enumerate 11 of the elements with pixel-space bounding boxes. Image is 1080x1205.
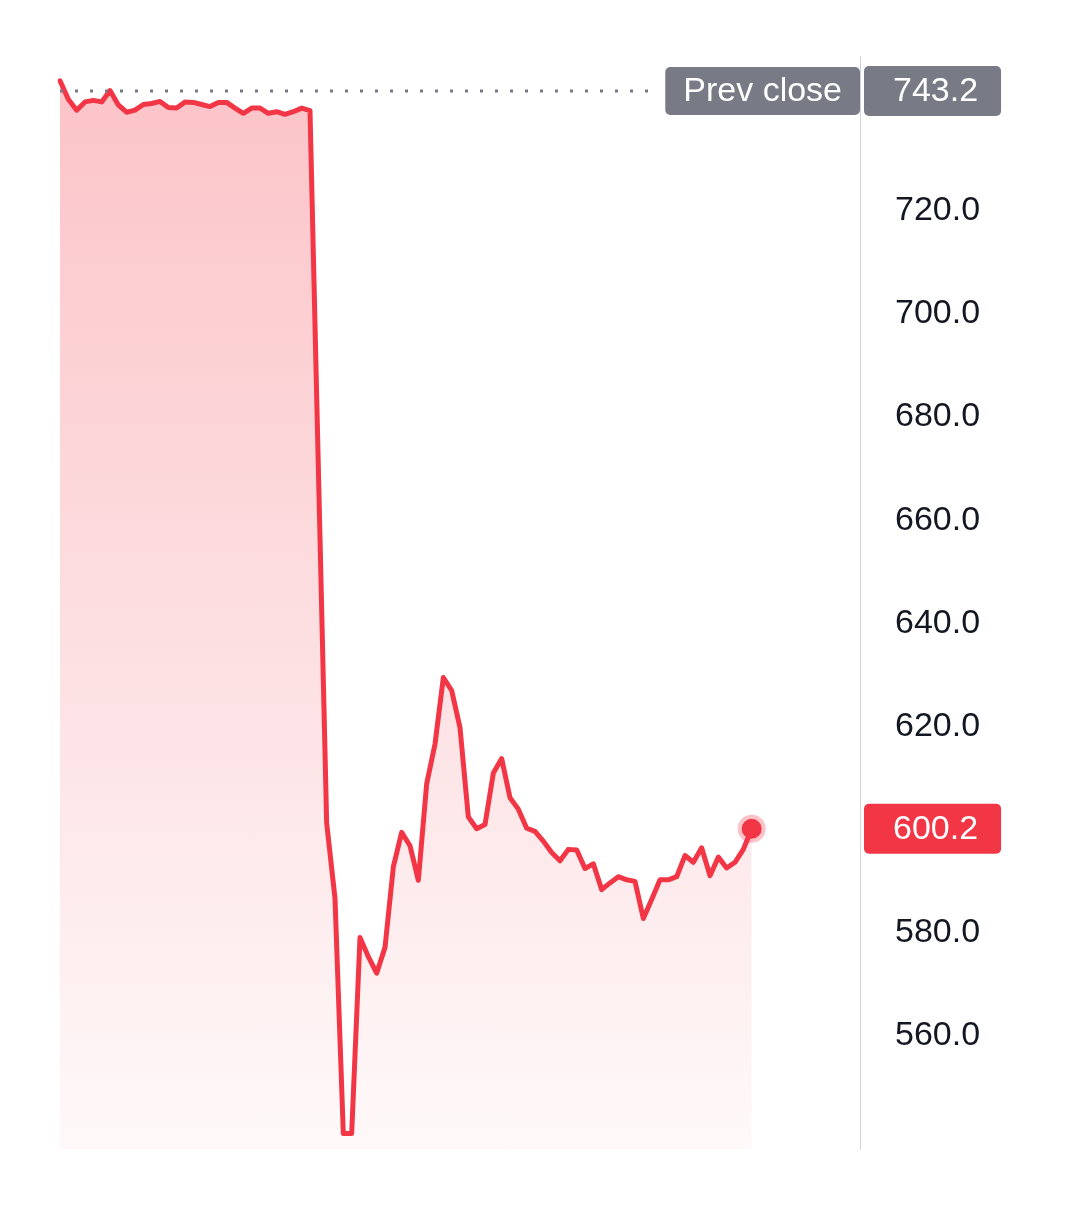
y-tick-label: 680.0 [895, 395, 981, 434]
y-tick-label: 580.0 [895, 911, 981, 950]
y-tick-label: 720.0 [895, 189, 981, 228]
text: 600.2 [892, 808, 979, 847]
y-tick-label: 560.0 [895, 1014, 981, 1053]
y-tick-label: 640.0 [895, 601, 981, 640]
text: 743.2 [892, 70, 979, 109]
y-tick-label: 620.0 [895, 704, 981, 743]
ref-line-label: Prev close [683, 70, 842, 109]
y-tick-label: 700.0 [895, 292, 981, 331]
y-tick-label: 660.0 [895, 498, 981, 537]
